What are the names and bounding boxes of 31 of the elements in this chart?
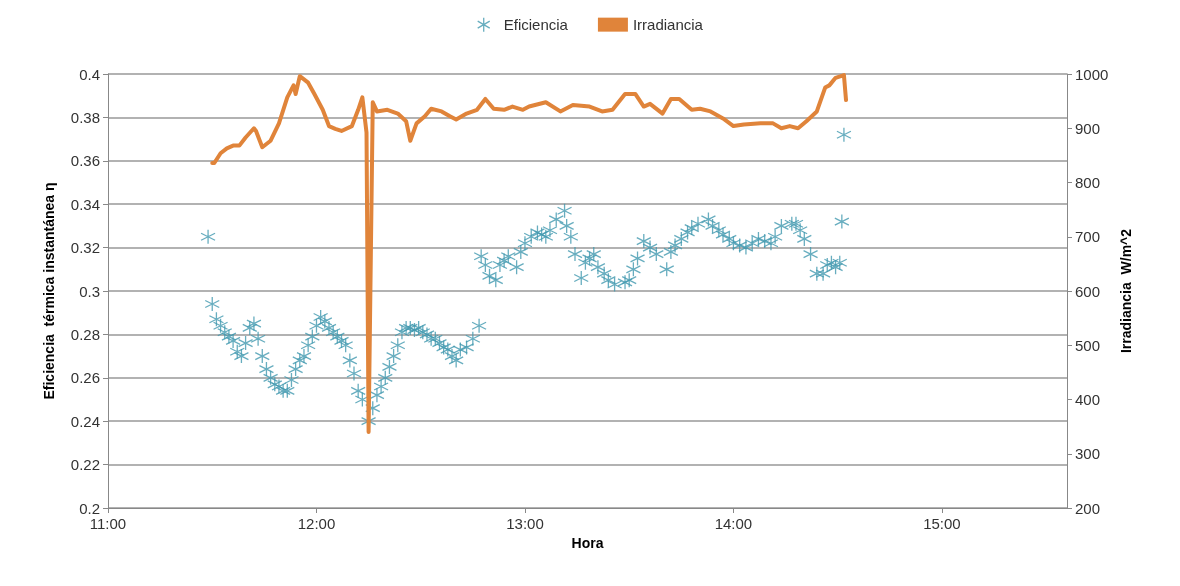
y2-tick-label: 600 [1075,282,1101,300]
x-tick-label: 13:00 [506,515,544,532]
y2-tick-label: 800 [1075,174,1101,191]
y-tick-label: 0.3 [79,282,100,300]
y-tick-label: 0.4 [79,65,100,83]
y-tick-label: 0.24 [70,412,100,430]
y-tick-label: 0.38 [70,108,100,126]
y-tick-label: 0.2 [79,499,100,517]
y-tick-label: 0.22 [70,456,100,474]
x-tick-label: 11:00 [89,515,127,532]
y2-tick-label: 200 [1075,499,1101,517]
x-tick-label: 12:00 [297,515,336,532]
x-axis-title: Hora [571,535,604,551]
y-tick-label: 0.34 [70,195,100,213]
x-tick-label: 15:00 [923,515,961,532]
line-series [210,73,849,435]
y-tick-label: 0.28 [70,325,100,343]
y-axis-title: Eficiencia térmica instantánea η [41,182,57,400]
y2-tick-label: 500 [1075,336,1101,354]
y2-tick-label: 400 [1075,391,1101,408]
legend-label: Irradiancia [632,16,704,34]
y2-tick-label: 700 [1075,228,1101,246]
y-tick-label: 0.36 [70,152,100,170]
x-tick-label: 14:00 [714,515,753,532]
y2-tick-label: 900 [1075,119,1101,137]
y2-tick-label: 300 [1075,445,1101,463]
legend-label: Eficiencia [503,16,569,34]
y-tick-label: 0.26 [70,369,100,387]
y2-axis-title: Irradiancia W/m^2 [1118,228,1135,354]
y2-tick-label: 1000 [1075,65,1109,83]
y-tick-label: 0.32 [70,239,100,257]
